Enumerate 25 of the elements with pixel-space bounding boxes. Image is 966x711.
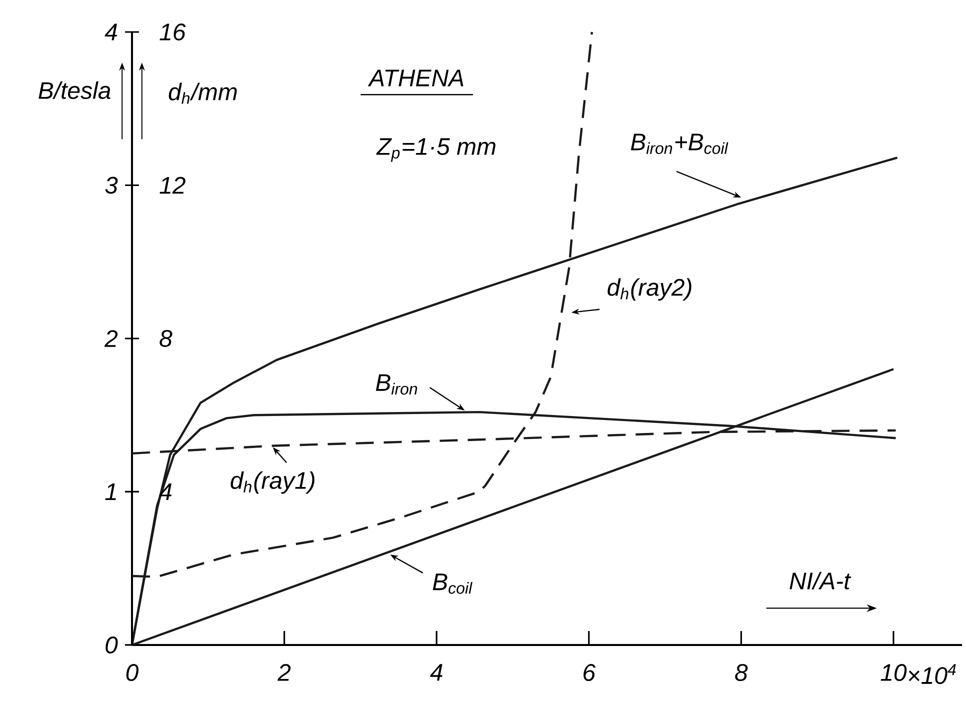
y-tick-label: 3 bbox=[105, 176, 118, 194]
series-label: B$_{iron}$ bbox=[376, 374, 418, 395]
y-tick-label: 2 bbox=[104, 330, 118, 347]
text: ATHENA bbox=[368, 70, 464, 86]
text: B$_{iron}$+B$_{coil}$ bbox=[630, 134, 728, 154]
x-tick-label: 0 bbox=[126, 664, 138, 682]
x-tick-label: 10 bbox=[880, 664, 907, 682]
y-tick-label: 4 bbox=[104, 24, 118, 40]
y-tick-label: 1 bbox=[105, 483, 116, 500]
x-tick-label: 2 bbox=[277, 664, 291, 681]
x-axis-title: NI/A-t bbox=[790, 572, 852, 590]
y2-tick-label: 12 bbox=[160, 176, 186, 194]
y-axis-title: B/tesla bbox=[38, 81, 110, 100]
annotation: Z$_{p}$=1·5 mm bbox=[376, 138, 496, 162]
series-label: d$_{h}$(ray2) bbox=[608, 278, 692, 301]
y2-axis-title: d$_{h}$/mm bbox=[168, 82, 237, 104]
x-tick-label: 4 bbox=[430, 664, 442, 681]
x-tick-label: 6 bbox=[584, 664, 596, 682]
series-label: B$_{coil}$ bbox=[432, 574, 472, 594]
y2-tick-label: 8 bbox=[160, 330, 172, 347]
y-tick-label: 0 bbox=[106, 636, 118, 654]
series-label: d$_{h}$(ray1) bbox=[230, 471, 314, 494]
text: ×10$^{4}$ bbox=[908, 664, 956, 684]
x-tick-label: 8 bbox=[735, 664, 748, 682]
y2-tick-label: 16 bbox=[160, 24, 186, 40]
